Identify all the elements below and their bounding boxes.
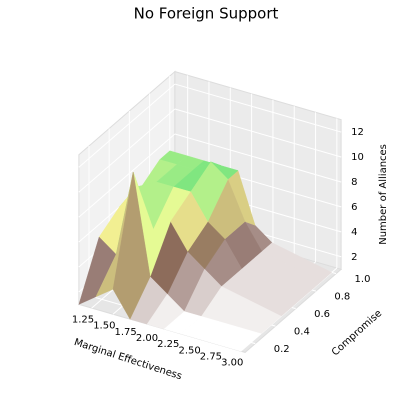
z-tick-label: 6 (351, 202, 357, 213)
x-tick-label: 2.50 (178, 345, 200, 356)
y-tick-label: 1.0 (355, 274, 371, 285)
y-tick-label: 0.6 (314, 309, 330, 320)
y-tick-label: 0.4 (294, 327, 310, 338)
grid-line (174, 108, 342, 158)
z-tick-label: 12 (351, 127, 364, 138)
z-tick-label: 2 (351, 252, 357, 263)
surface-facet (112, 171, 151, 320)
grid-line (174, 133, 342, 183)
x-tick-label: 2.25 (157, 339, 179, 350)
z-tick-label: 10 (351, 152, 364, 163)
y-tick-label: 0.8 (334, 292, 350, 303)
x-tick-label: 1.75 (115, 327, 137, 338)
x-tick-label: 2.75 (200, 351, 222, 362)
x-tick-label: 1.25 (72, 315, 94, 326)
y-tick-label: 0.2 (274, 344, 290, 355)
grid-line (78, 133, 176, 218)
z-axis-label: Number of Alliances (378, 144, 389, 245)
x-tick-label: 2.00 (136, 333, 158, 344)
z-tick-label: 4 (351, 227, 357, 238)
grid-line (78, 108, 176, 193)
grid-line (78, 83, 176, 168)
grid-line (174, 83, 342, 133)
surface-facet (180, 316, 262, 352)
chart-title: No Foreign Support (134, 5, 279, 23)
z-tick-label: 8 (351, 177, 357, 188)
x-tick-label: 1.50 (93, 321, 115, 332)
x-tick-label: 3.00 (221, 358, 243, 369)
y-axis-label: Compromise (330, 308, 384, 358)
